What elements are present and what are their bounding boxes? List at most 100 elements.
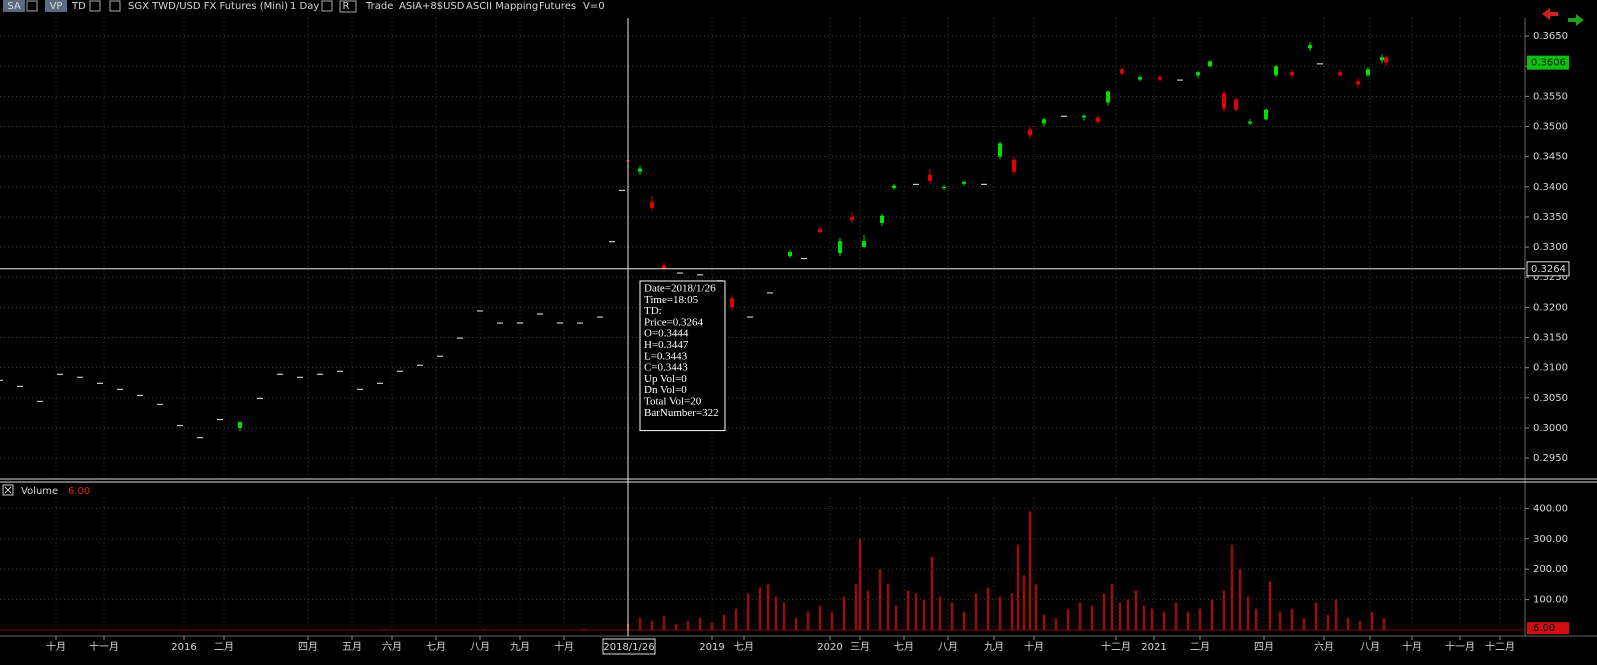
- x-tick-label: 二月: [1190, 641, 1210, 653]
- candle-body: [417, 364, 423, 366]
- volume-bar: [939, 596, 941, 630]
- marks: [0, 42, 1388, 630]
- volume-bar: [1143, 605, 1145, 630]
- toolbar-item: TD: [71, 1, 86, 12]
- volume-bar: [1029, 511, 1031, 630]
- volume-bar: [1017, 544, 1019, 630]
- scroll-icon[interactable]: [1568, 14, 1584, 26]
- candle-body: [662, 265, 666, 269]
- candle-body: [962, 181, 966, 184]
- volume-bar: [1127, 599, 1129, 630]
- candle-body: [788, 251, 792, 257]
- candle-body: [238, 421, 242, 428]
- toolbar-item: Futures: [539, 1, 576, 12]
- toolbar-item: Trade: [365, 1, 393, 12]
- candle-body: [1028, 129, 1032, 136]
- x-tick-label: 2016: [171, 642, 196, 653]
- volume-bar: [1383, 617, 1385, 630]
- volume-bar: [1269, 581, 1271, 630]
- volume-bar: [963, 611, 965, 630]
- tooltip-line: Total Vol=20: [644, 396, 702, 408]
- volume-bar: [1327, 614, 1329, 630]
- volume-bar: [711, 622, 713, 630]
- volume-bar: [819, 605, 821, 630]
- volume-bar: [483, 629, 485, 630]
- candle-body: [850, 216, 854, 220]
- toolbar-item[interactable]: SA: [7, 1, 21, 12]
- candle-body: [357, 388, 363, 390]
- volume-bar: [1359, 620, 1361, 630]
- tooltip-line: BarNumber=322: [644, 407, 719, 419]
- volume-bar: [923, 599, 925, 630]
- toolbar-item[interactable]: VP: [50, 1, 63, 12]
- y-tick-label: 0.2950: [1533, 453, 1568, 464]
- candle-body: [1082, 115, 1086, 118]
- volume-bar: [783, 602, 785, 630]
- volume-bar: [759, 587, 761, 630]
- x-tick-label: 十一月: [89, 640, 119, 653]
- volume-bar: [915, 593, 917, 630]
- r-button[interactable]: [339, 0, 357, 13]
- volume-bar: [663, 616, 665, 630]
- volume-bar: [1247, 596, 1249, 630]
- candle-body: [1042, 119, 1046, 124]
- volume-bar: [843, 596, 845, 630]
- candle-body: [1366, 69, 1370, 76]
- candle-body: [1106, 91, 1110, 103]
- crosshair-price-box: [1526, 261, 1570, 277]
- x-tick-label: 八月: [470, 641, 490, 653]
- volume-bar: [1151, 608, 1153, 630]
- volume-bar: [859, 538, 861, 630]
- tooltip-line: Date=2018/1/26: [644, 283, 716, 295]
- candle-body: [1196, 72, 1200, 76]
- candle-body: [697, 274, 703, 276]
- volume-last: 6.00: [68, 486, 90, 497]
- x-tick-label: 2021: [1141, 642, 1166, 653]
- volume-bar: [951, 602, 953, 630]
- y-tick-label: 0.3550: [1533, 91, 1568, 102]
- volume-bar: [1119, 602, 1121, 630]
- x-tick-label: 九月: [510, 641, 530, 653]
- candle-body: [1264, 109, 1268, 120]
- candle-body: [1274, 66, 1278, 76]
- grid: 十月 十一月 2016 二月 四月 五月 六月 七月 八月 九月 十月 2019 七月 2020 三月 七月 八…: [0, 18, 1568, 653]
- toolbar: SA VP TD SGX TWD/USD FX Futures (Mini) 1…: [3, 0, 1584, 26]
- candle-body: [457, 337, 463, 339]
- volume-last-label: 6.00: [1533, 623, 1555, 634]
- y-tick-label: 0.3350: [1533, 212, 1568, 223]
- candle-body: [1248, 121, 1252, 124]
- x-tick-label: 三月: [850, 641, 870, 653]
- volume-bar: [795, 617, 797, 630]
- dropdown[interactable]: [109, 0, 121, 12]
- x-tick-label: 十二月: [1101, 640, 1131, 653]
- x-tick-label: 七月: [894, 641, 914, 653]
- x-tick-label: 十月: [554, 640, 574, 653]
- x-tick-label: 四月: [1254, 641, 1274, 653]
- volume-last-box: [1527, 622, 1569, 635]
- dropdown[interactable]: [321, 0, 333, 12]
- volume-bar: [675, 623, 677, 630]
- candle-body: [377, 382, 383, 384]
- tooltip-line: C=0.3443: [644, 362, 688, 374]
- dropdown[interactable]: [89, 0, 101, 12]
- volume-bar: [867, 590, 869, 630]
- volume-bar: [735, 608, 737, 630]
- x-tick-label: 十二月: [1485, 640, 1515, 653]
- volume-bar: [895, 605, 897, 630]
- close-box[interactable]: [2, 484, 14, 496]
- volume-bar: [583, 628, 585, 630]
- volume-bar: [183, 629, 185, 630]
- toolbar-item[interactable]: R: [343, 1, 350, 12]
- volume-bar: [723, 614, 725, 630]
- candle-body: [497, 322, 503, 324]
- sa-button[interactable]: [3, 0, 25, 12]
- candle-body: [801, 257, 807, 260]
- volume-bar: [855, 584, 857, 630]
- vp-button[interactable]: [45, 0, 67, 12]
- tooltip-line: TD:: [644, 305, 662, 317]
- scroll-icon[interactable]: [1542, 8, 1558, 20]
- dropdown[interactable]: [26, 0, 38, 12]
- candle-body: [892, 185, 896, 189]
